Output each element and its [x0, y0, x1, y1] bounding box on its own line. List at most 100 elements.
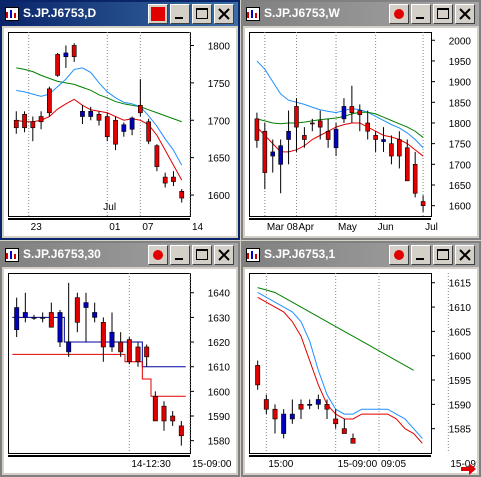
candle-body — [357, 110, 363, 115]
price-chart[interactable]: 1640 1630 1620 1610 1600 1590 1580 14-12:30 15-0… — [4, 269, 236, 473]
red-right-arrow-icon[interactable] — [461, 463, 477, 475]
x-tick-label: Apr — [298, 222, 314, 233]
candle-body — [100, 322, 106, 348]
minimize-icon — [416, 17, 424, 19]
maximize-icon — [196, 8, 208, 19]
candle-body — [404, 147, 410, 182]
red-dot-icon — [394, 9, 404, 19]
price-chart[interactable]: 1615 1610 1605 1600 1595 1590 1585 15:00 15-09:0… — [245, 269, 477, 473]
close-button[interactable] — [214, 245, 234, 265]
close-button[interactable] — [455, 245, 475, 265]
minimize-button[interactable] — [411, 4, 431, 24]
candle-body — [310, 122, 315, 125]
x-tick-label: 15-09:00 — [338, 459, 378, 470]
y-tick-label: 1600 — [449, 352, 472, 363]
window-title: S.JP.J6753,30 — [23, 247, 101, 261]
candle-body — [286, 130, 291, 140]
candle-body — [289, 413, 295, 420]
close-button[interactable] — [455, 4, 475, 24]
candle-body — [22, 312, 28, 318]
y-tick-label: 1590 — [449, 400, 472, 411]
y-tick-label: 1590 — [208, 412, 231, 423]
x-tick-label: 15:00 — [268, 459, 293, 470]
y-tick-label: 1750 — [208, 79, 231, 90]
candle-body — [255, 365, 261, 386]
x-tick-label: Jun — [378, 222, 394, 233]
window-thirty-min[interactable]: S.JP.J6753,30 1640 1630 1620 1610 1600 1590 15… — [0, 241, 240, 477]
candle-body — [333, 418, 339, 425]
maximize-button[interactable] — [433, 4, 453, 24]
minimize-button[interactable] — [170, 4, 190, 24]
candle-body — [317, 120, 323, 128]
candle-body — [179, 191, 185, 199]
red-square-icon — [151, 7, 165, 21]
y-tick-label: 1700 — [449, 160, 472, 171]
candle-body — [315, 399, 321, 405]
title-bar[interactable]: S.JP.J6753,1 — [243, 243, 479, 267]
candle-body — [341, 106, 347, 120]
candle-body — [254, 118, 260, 141]
candle-body — [325, 130, 331, 140]
close-icon — [218, 8, 230, 20]
candle-body — [412, 164, 418, 194]
window-weekly[interactable]: S.JP.J6753,W 2000 1950 1900 1850 1800 1750 170… — [241, 0, 481, 240]
y-tick-label: 1650 — [208, 154, 231, 165]
candle-body — [350, 438, 356, 444]
close-icon — [459, 249, 471, 261]
window-daily[interactable]: S.JP.J6753,D 1800 1750 1700 1650 1600 23 01 07 1… — [0, 0, 240, 240]
candle-body — [31, 317, 37, 319]
series-step-line — [12, 353, 186, 397]
title-bar[interactable]: S.JP.J6753,D — [2, 2, 238, 26]
candle-body — [381, 139, 386, 142]
candle-body — [272, 408, 278, 420]
maximize-button[interactable] — [192, 245, 212, 265]
x-tick-label: 23 — [31, 222, 43, 233]
price-chart[interactable]: 2000 1950 1900 1850 1800 1750 1700 1650 1600 Mar … — [245, 28, 477, 236]
minimize-icon — [416, 258, 424, 260]
candle-body — [74, 297, 80, 323]
y-tick-label: 2000 — [449, 36, 472, 47]
title-bar[interactable]: S.JP.J6753,W — [243, 2, 479, 26]
x-tick-label: 15-09:10 — [450, 459, 477, 470]
x-tick-label: 14-12:30 — [131, 459, 171, 470]
candle-body — [170, 415, 176, 422]
minimize-button[interactable] — [411, 245, 431, 265]
candle-body — [96, 113, 102, 121]
state-button[interactable] — [148, 245, 168, 265]
state-button[interactable] — [389, 4, 409, 24]
maximize-button[interactable] — [192, 4, 212, 24]
x-tick-label: 15-09:00 — [192, 459, 232, 470]
candle-body — [135, 346, 141, 363]
x-tick-label: May — [338, 222, 357, 233]
window-one-min[interactable]: S.JP.J6753,1 1615 1610 1605 1600 1595 1590 158… — [241, 241, 481, 477]
y-tick-label: 1600 — [208, 387, 231, 398]
candle-body — [324, 404, 330, 410]
candle-body — [30, 121, 36, 129]
series-line — [256, 122, 424, 157]
y-tick-label: 1950 — [449, 57, 472, 68]
window-title: S.JP.J6753,W — [264, 6, 340, 20]
minimize-button[interactable] — [170, 245, 190, 265]
state-button[interactable] — [148, 4, 168, 24]
candle-body — [144, 346, 150, 358]
y-tick-label: 1610 — [449, 303, 472, 314]
candle-body — [80, 110, 85, 117]
close-button[interactable] — [214, 4, 234, 24]
candle-body — [162, 176, 168, 184]
series-line — [257, 292, 423, 439]
x-tick-label: 07 — [142, 222, 154, 233]
title-bar[interactable]: S.JP.J6753,30 — [2, 243, 238, 267]
plot-frame — [8, 32, 191, 217]
maximize-button[interactable] — [433, 245, 453, 265]
candle-body — [302, 135, 307, 140]
minimize-icon — [175, 258, 183, 260]
state-button[interactable] — [389, 245, 409, 265]
close-icon — [218, 249, 230, 261]
series-line — [257, 296, 423, 444]
candle-body — [137, 105, 143, 114]
price-chart[interactable]: 1800 1750 1700 1650 1600 23 01 07 14 Jul — [4, 28, 236, 236]
chart-background — [245, 269, 477, 473]
y-tick-label: 1650 — [449, 181, 472, 192]
candle-body — [55, 54, 61, 76]
y-tick-label: 1700 — [208, 116, 231, 127]
